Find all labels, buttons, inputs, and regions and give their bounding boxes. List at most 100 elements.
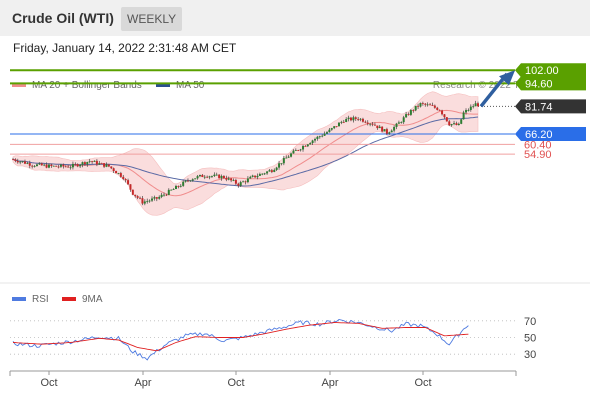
candle-body — [88, 161, 91, 163]
candle-body — [141, 198, 144, 204]
legend-swatch-ma50 — [156, 83, 170, 88]
instrument-title: Crude Oil (WTI) — [12, 10, 114, 26]
candle-body — [467, 109, 470, 111]
candle-body — [251, 175, 254, 177]
candle-body — [472, 106, 475, 108]
candle-body — [359, 118, 362, 120]
candle-body — [86, 161, 89, 165]
period-button[interactable]: WEEKLY — [121, 7, 183, 31]
candle-body — [311, 140, 314, 143]
rsi-legend-label: RSI — [32, 294, 49, 305]
candle-body — [465, 110, 468, 113]
candle-body — [270, 170, 273, 172]
rsi-tick-70: 70 — [524, 316, 536, 328]
candle-body — [275, 167, 278, 170]
candle-body — [160, 194, 163, 197]
candle-body — [222, 176, 225, 178]
candle-body — [139, 197, 142, 199]
candle-body — [364, 121, 367, 123]
levels-layer — [0, 69, 590, 284]
candle-body — [213, 174, 216, 177]
candle-body — [407, 114, 410, 115]
candle-body — [244, 181, 247, 183]
candle-body — [306, 144, 309, 147]
candle-body — [453, 123, 456, 125]
candle-body — [31, 165, 34, 167]
candle-body — [19, 161, 22, 163]
candle-body — [45, 164, 48, 168]
candle-body — [136, 196, 139, 198]
candle-body — [196, 176, 199, 179]
candle-body — [383, 129, 386, 132]
candle-body — [220, 176, 223, 179]
candle-body — [194, 178, 197, 180]
candle-body — [436, 107, 439, 110]
candle-body — [103, 163, 106, 167]
candle-body — [342, 121, 345, 123]
candle-body — [50, 164, 53, 167]
candle-body — [412, 110, 415, 111]
candle-body — [462, 112, 465, 120]
candle-body — [460, 119, 463, 124]
candle-body — [55, 165, 58, 167]
candle-body — [146, 201, 149, 202]
candle-body — [198, 174, 201, 177]
candle-body — [335, 126, 338, 128]
candle-body — [349, 117, 352, 121]
candle-body — [273, 169, 276, 172]
candle-body — [431, 105, 434, 106]
candle-body — [256, 175, 259, 178]
candle-body — [388, 132, 391, 134]
candle-body — [369, 123, 372, 125]
candle-body — [424, 103, 427, 105]
candle-body — [35, 164, 38, 167]
candle-body — [385, 129, 388, 134]
candle-body — [333, 126, 336, 129]
candle-body — [302, 146, 305, 150]
candle-body — [165, 194, 168, 196]
candle-body — [445, 117, 448, 122]
candle-body — [153, 197, 156, 199]
candle-body — [381, 126, 384, 132]
timestamp: Friday, January 14, 2022 2:31:48 AM CET — [13, 41, 237, 55]
candle-body — [261, 173, 264, 175]
candle-body — [148, 200, 151, 202]
candle-body — [325, 132, 328, 134]
ma50-line — [12, 116, 479, 187]
candle-body — [254, 175, 257, 178]
candle-body — [450, 124, 453, 126]
candle-body — [263, 173, 266, 175]
legend-ma-bollinger-label: MA 20 + Bollinger Bands — [32, 80, 142, 91]
candle-body — [100, 163, 103, 164]
time-tick-label: Oct — [40, 377, 57, 389]
candle-body — [378, 126, 381, 129]
candle-body — [47, 164, 50, 168]
candle-body — [299, 149, 302, 151]
candle-body — [57, 166, 60, 168]
candle-body — [402, 117, 405, 123]
candle-body — [131, 189, 134, 195]
candle-body — [290, 153, 293, 157]
candle-body — [167, 189, 170, 195]
candle-body — [182, 181, 185, 186]
candle-body — [174, 185, 177, 190]
rsi-line — [12, 319, 469, 361]
candle-body — [429, 104, 432, 106]
rsi-legend-swatch — [12, 297, 26, 301]
candle-body — [179, 185, 182, 187]
candle-body — [172, 189, 175, 190]
bollinger-band-layer — [12, 91, 479, 216]
candle-body — [438, 109, 441, 111]
candle-body — [397, 122, 400, 124]
time-tick-label: Oct — [414, 377, 431, 389]
candle-body — [16, 160, 19, 163]
candle-body — [81, 162, 84, 165]
candle-body — [184, 180, 187, 182]
candle-body — [227, 178, 230, 180]
candle-body — [393, 126, 396, 131]
candle-body — [134, 194, 137, 197]
candle-body — [282, 158, 285, 164]
rsi-legend: RSI 9MA — [12, 294, 103, 305]
candle-body — [457, 123, 460, 125]
